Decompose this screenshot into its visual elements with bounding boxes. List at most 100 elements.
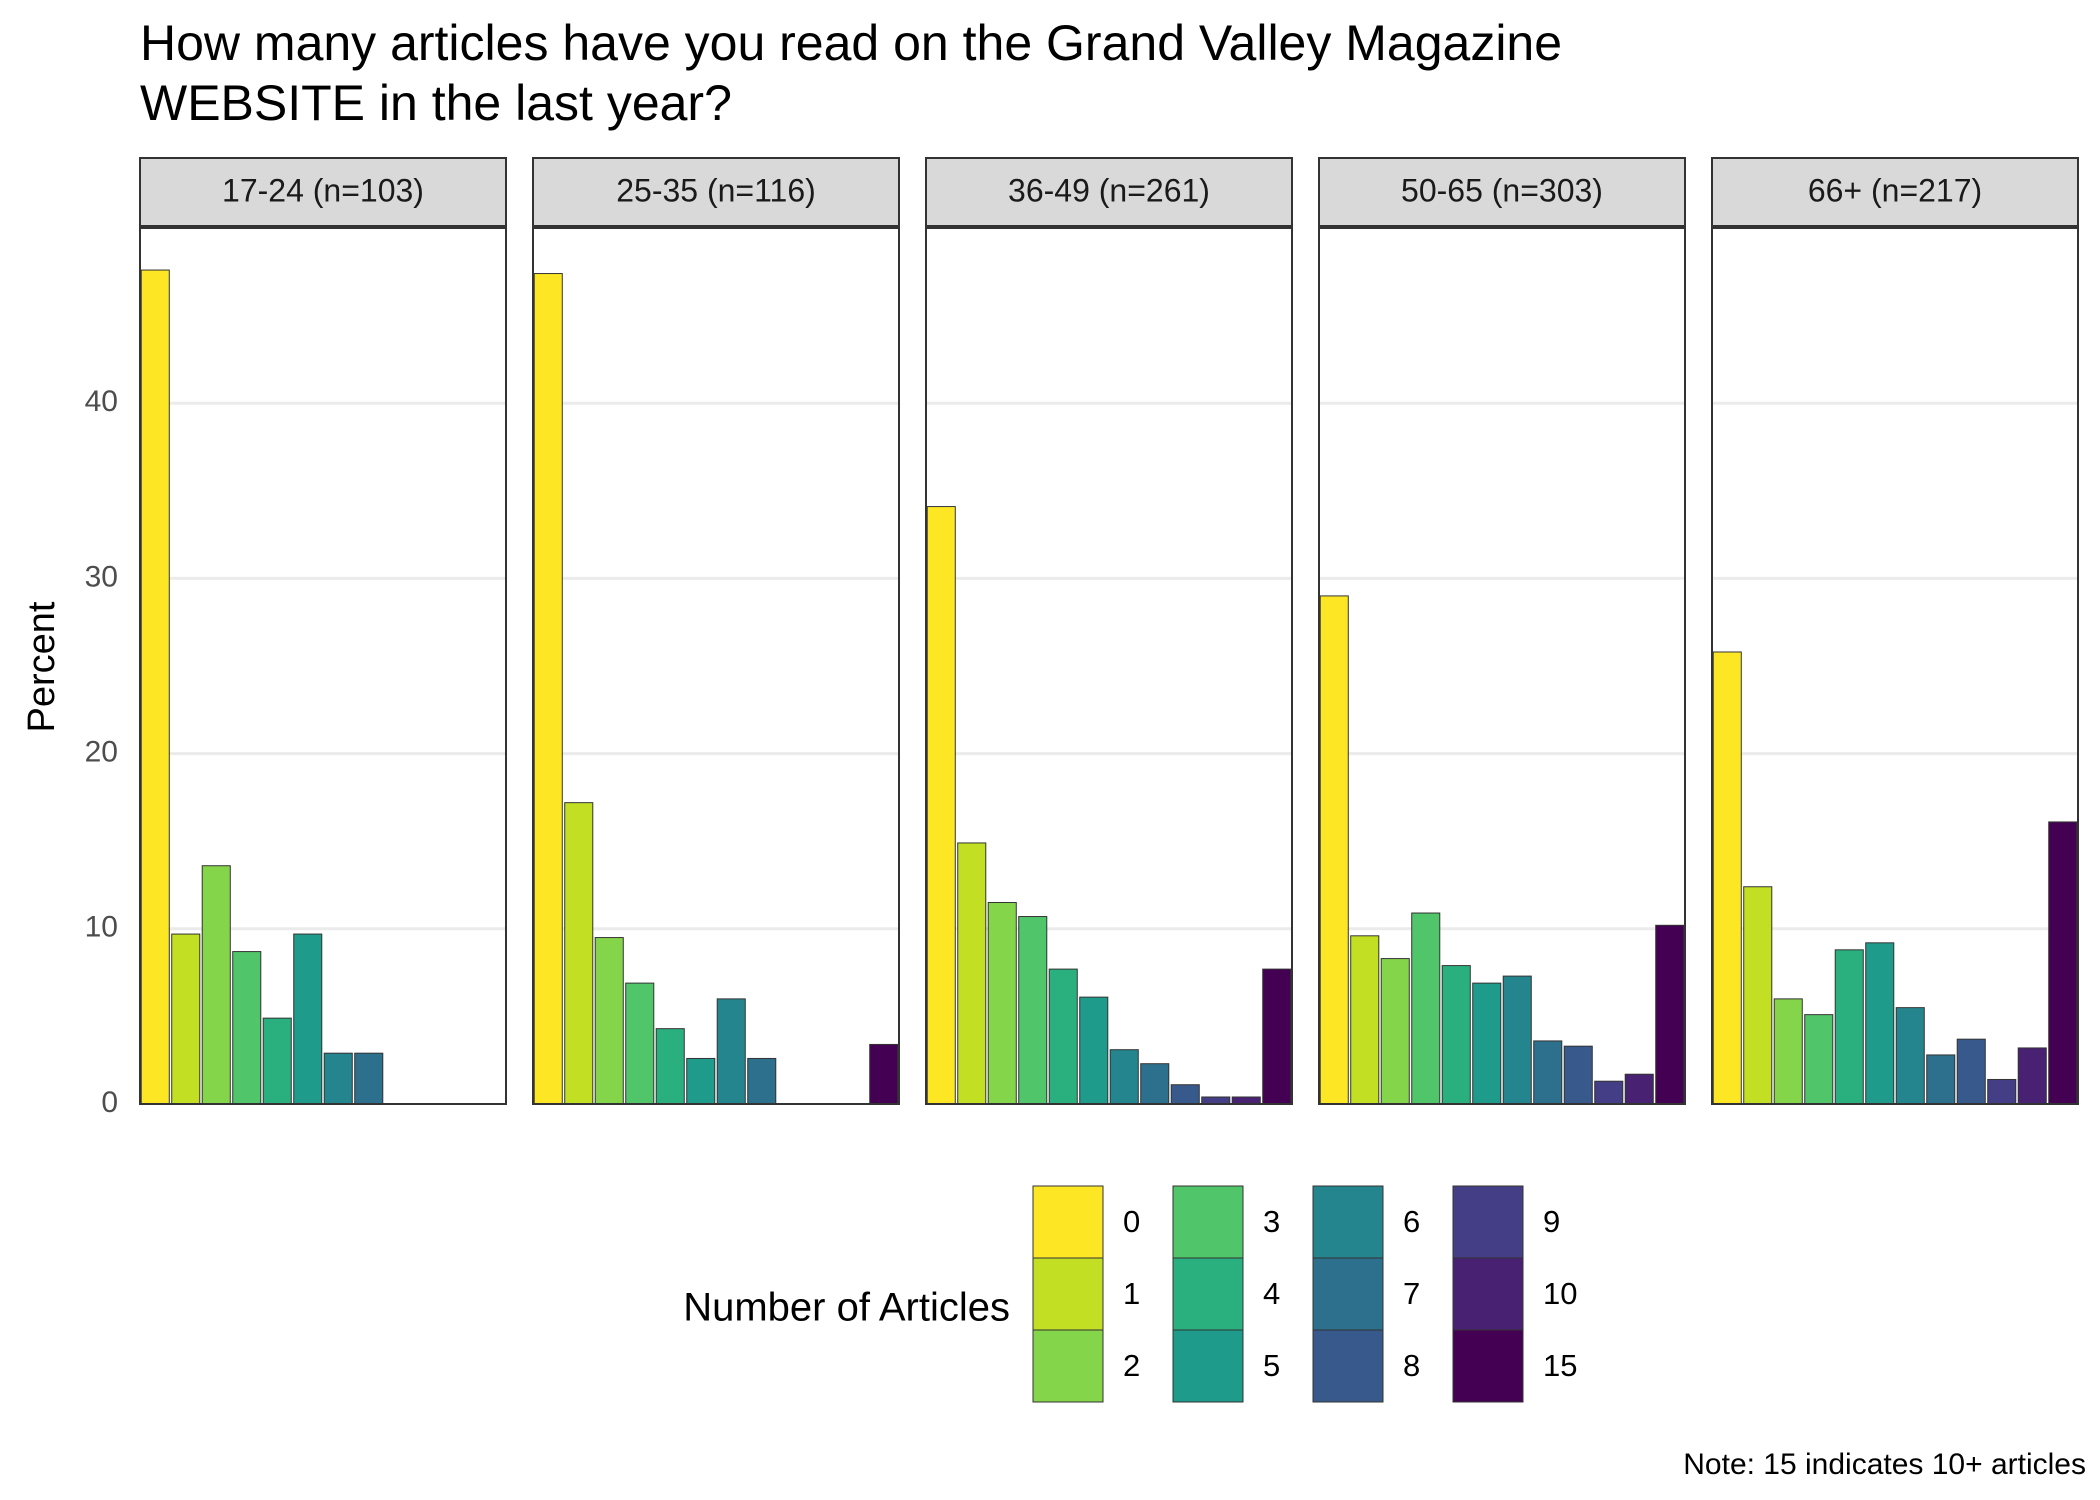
bar: [1079, 996, 1109, 1105]
bar: [1502, 975, 1532, 1105]
bar: [1411, 912, 1441, 1105]
legend-label: 15: [1543, 1348, 1577, 1383]
legend-key: [1032, 1257, 1104, 1331]
facet-strip-label: 17-24 (n=103): [222, 172, 424, 208]
facet-strip-label: 25-35 (n=116): [616, 172, 816, 208]
bar: [1987, 1078, 2017, 1105]
y-tick-label: 40: [85, 385, 118, 418]
bar: [1743, 886, 1773, 1105]
legend-label: 4: [1263, 1276, 1280, 1311]
bar: [987, 902, 1017, 1105]
y-axis: 0 10 20 30 40: [85, 385, 118, 1119]
legend-key: [1172, 1329, 1244, 1403]
legend-key: [1312, 1185, 1384, 1259]
bar: [1594, 1080, 1624, 1105]
legend-key: [1312, 1257, 1384, 1331]
legend-label: 3: [1263, 1204, 1280, 1239]
facet-strip: [532, 157, 900, 227]
bar: [655, 1028, 685, 1105]
bar: [1712, 651, 1742, 1105]
bar: [926, 506, 956, 1105]
bar: [1201, 1096, 1231, 1105]
bar: [957, 842, 987, 1105]
bar: [1380, 958, 1410, 1105]
bar: [1895, 1007, 1925, 1105]
facet-panels: 17-24 (n=103) 25-35 (n=116) 36-49 (n=261) 5…: [139, 157, 2079, 1105]
legend-label: 6: [1403, 1204, 1420, 1239]
bar: [1624, 1073, 1654, 1105]
legend-label: 7: [1403, 1276, 1420, 1311]
chart-title-line-2: WEBSITE in the last year?: [140, 75, 732, 131]
chart-caption: Note: 15 indicates 10+ articles: [1683, 1448, 2086, 1481]
legend-label: 8: [1403, 1348, 1420, 1383]
bar: [2048, 821, 2078, 1105]
panel-border: [925, 227, 1293, 1105]
legend-key: [1312, 1329, 1384, 1403]
facet-strip: [1318, 157, 1686, 227]
legend-label: 0: [1123, 1204, 1140, 1239]
bar: [1441, 965, 1471, 1105]
y-tick-label: 30: [85, 560, 118, 593]
bar: [232, 951, 262, 1105]
y-tick-label: 20: [85, 736, 118, 769]
legend-key: [1172, 1257, 1244, 1331]
facet-strip-label: 50-65 (n=303): [1401, 172, 1603, 208]
bar: [1926, 1054, 1956, 1105]
legend-key: [1452, 1257, 1524, 1331]
panel-border: [1318, 227, 1686, 1105]
bar: [869, 1043, 899, 1105]
bar: [1773, 998, 1803, 1105]
facet-panel: 50-65 (n=303): [1318, 157, 1686, 1105]
legend-key: [1452, 1329, 1524, 1403]
y-tick-label: 10: [85, 911, 118, 944]
legend-key: [1452, 1185, 1524, 1259]
bar: [323, 1052, 353, 1105]
panel-border: [532, 227, 900, 1105]
panel-border: [139, 227, 507, 1105]
bar: [201, 865, 231, 1105]
bar: [1319, 595, 1349, 1105]
bar: [686, 1057, 716, 1105]
legend: Number of Articles 0 1 2 3 4 5 6 7 8 9 10 15: [683, 1185, 1577, 1403]
bar: [594, 937, 624, 1105]
gridlines: [140, 401, 2078, 931]
facet-strip: [139, 157, 507, 227]
legend-title: Number of Articles: [683, 1286, 1010, 1330]
bar: [1804, 1014, 1834, 1105]
legend-label: 10: [1543, 1276, 1577, 1311]
bar: [564, 802, 594, 1105]
bar: [1563, 1045, 1593, 1105]
panel-border: [1711, 227, 2079, 1105]
legend-label: 5: [1263, 1348, 1280, 1383]
bar: [533, 273, 563, 1105]
bar: [262, 1017, 292, 1105]
bar: [1018, 916, 1048, 1105]
bar: [747, 1057, 777, 1105]
bar: [1170, 1084, 1200, 1105]
facet-panel: 25-35 (n=116): [532, 157, 900, 1105]
chart-title-line-1: How many articles have you read on the G…: [140, 15, 1562, 71]
bar: [1109, 1049, 1139, 1105]
bar: [1140, 1063, 1170, 1105]
facet-panel: 36-49 (n=261): [925, 157, 1293, 1105]
legend-key: [1032, 1329, 1104, 1403]
bar: [1865, 942, 1895, 1105]
bar: [293, 933, 323, 1105]
bar: [1834, 949, 1864, 1105]
bar: [1956, 1038, 1986, 1105]
legend-label: 2: [1123, 1348, 1140, 1383]
bar: [1262, 968, 1292, 1105]
bar: [1472, 982, 1502, 1105]
bar: [716, 998, 746, 1105]
legend-label: 9: [1543, 1204, 1560, 1239]
y-axis-label: Percent: [21, 601, 63, 732]
facet-panel: 17-24 (n=103): [139, 157, 507, 1105]
bar: [2017, 1047, 2047, 1105]
bar: [1231, 1096, 1261, 1105]
bar: [625, 982, 655, 1105]
facet-strip: [1711, 157, 2079, 227]
bar: [140, 269, 170, 1105]
bar: [171, 933, 201, 1105]
bar: [1048, 968, 1078, 1105]
